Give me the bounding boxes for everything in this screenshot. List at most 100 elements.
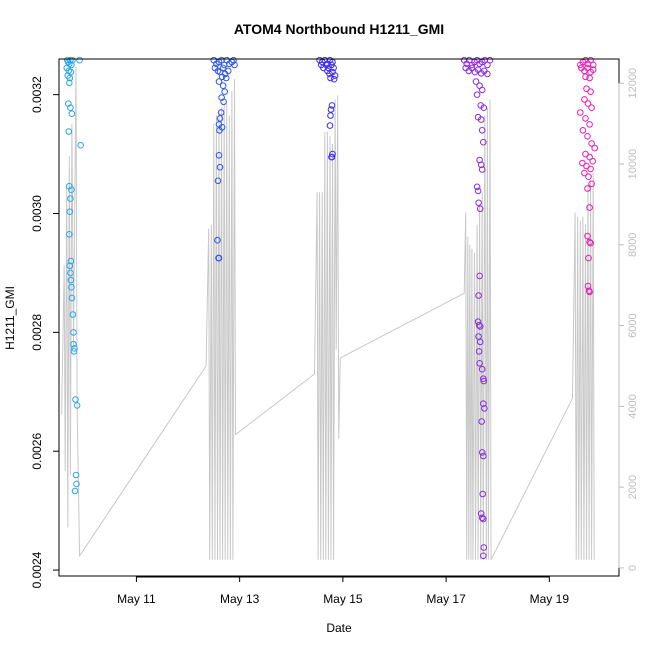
data-point-group-4: [480, 377, 488, 385]
altitude-line: [61, 67, 595, 561]
data-point-group-2: [222, 74, 230, 82]
x-tick-label: May 19: [530, 592, 570, 606]
data-point-group-5: [585, 173, 592, 180]
y-tick-label: 0.0026: [30, 433, 44, 470]
data-point-group-1: [70, 329, 77, 336]
data-point-group-5: [591, 144, 599, 152]
data-point-group-4: [477, 116, 485, 123]
data-point-group-1: [71, 345, 78, 352]
data-point-group-4: [476, 205, 484, 213]
data-point-group-5: [589, 61, 597, 69]
data-point-group-2: [231, 61, 238, 69]
y-axis-left: 0.0024 0.0026 0.0028 0.0030 0.0032: [30, 76, 60, 588]
data-point-group-4: [475, 292, 482, 299]
data-point-group-1: [66, 262, 74, 270]
data-point-group-1: [72, 471, 80, 479]
y-axis-right: 0 2000 4000 6000 8000 10000 12000: [618, 68, 639, 571]
data-point-group-4: [478, 514, 486, 522]
y-tick-label: 0.0030: [30, 195, 44, 232]
data-point-group-4: [475, 321, 483, 329]
data-point-group-1: [69, 56, 76, 64]
data-point-group-5: [579, 127, 587, 134]
data-point-group-2: [216, 163, 224, 171]
data-point-group-4: [478, 418, 486, 425]
data-point-group-4: [480, 138, 487, 146]
y2-tick-label: 12000: [627, 68, 639, 99]
y2-tick-label: 8000: [627, 233, 639, 257]
data-point-group-1: [68, 283, 75, 291]
data-point-group-4: [478, 86, 486, 94]
data-point-group-1: [66, 231, 73, 238]
data-point-group-3: [328, 153, 336, 161]
data-point-group-4: [480, 552, 487, 560]
x-axis: May 11 May 13 May 15 May 17 May 19: [117, 576, 569, 606]
data-point-group-5: [587, 165, 594, 173]
x-axis-label: Date: [326, 621, 352, 635]
data-point-group-4: [476, 338, 484, 346]
data-point-group-4: [476, 323, 484, 330]
data-point-group-5: [581, 96, 588, 103]
data-point-group-1: [70, 340, 77, 348]
y-tick-label: 0.0032: [30, 76, 44, 113]
data-point-group-5: [586, 121, 593, 128]
data-point-group-5: [582, 115, 589, 122]
data-point-group-4: [468, 64, 476, 72]
data-point-group-4: [477, 161, 485, 169]
data-point-group-3: [330, 75, 338, 83]
data-point-group-2: [225, 67, 232, 75]
data-point-group-5: [584, 133, 591, 140]
data-point-group-1: [66, 208, 74, 215]
data-point-group-4: [480, 104, 488, 111]
data-point-group-1: [66, 74, 74, 82]
data-point-group-1: [67, 195, 74, 202]
data-point-group-5: [584, 232, 591, 240]
data-point-group-2: [230, 56, 237, 64]
data-point-group-5: [586, 288, 593, 296]
data-point-group-1: [73, 402, 81, 409]
data-point-group-1: [67, 104, 74, 111]
data-point-group-1: [76, 56, 83, 64]
data-point-group-1: [66, 182, 73, 190]
data-point-group-2: [215, 78, 223, 85]
data-point-group-1: [67, 257, 75, 265]
data-point-group-1: [69, 311, 77, 318]
data-point-group-5: [584, 282, 592, 290]
data-point-group-1: [68, 186, 75, 193]
data-point-group-5: [587, 239, 594, 247]
data-point-group-2: [216, 127, 223, 134]
data-point-group-1: [68, 110, 76, 117]
data-point-group-3: [326, 122, 334, 129]
data-point-group-5: [586, 204, 593, 211]
data-point-group-2: [214, 236, 221, 244]
data-point-group-2: [215, 254, 223, 262]
y2-tick-label: 6000: [627, 313, 639, 337]
data-point-group-2: [216, 115, 224, 122]
data-point-group-5: [585, 254, 592, 262]
data-point-group-5: [577, 109, 584, 116]
data-point-group-5: [588, 140, 595, 147]
data-point-group-1: [67, 269, 74, 277]
data-point-group-4: [475, 348, 483, 355]
data-point-group-5: [589, 157, 597, 165]
x-tick-label: May 15: [323, 592, 363, 606]
altitude-line-layer: [61, 67, 595, 561]
data-point-group-4: [478, 166, 486, 173]
x-tick-label: May 13: [220, 592, 260, 606]
data-point-group-4: [475, 199, 482, 207]
data-point-group-5: [588, 180, 595, 188]
data-point-group-5: [589, 66, 597, 73]
x-tick-label: May 17: [426, 592, 466, 606]
y2-tick-label: 4000: [627, 394, 639, 418]
data-point-group-1: [72, 396, 79, 403]
data-point-group-4: [480, 452, 487, 460]
data-point-group-5: [586, 238, 593, 246]
y2-tick-label: 2000: [627, 475, 639, 499]
data-point-group-5: [581, 169, 588, 177]
data-point-group-2: [215, 152, 223, 159]
data-point-group-4: [474, 187, 482, 195]
data-point-group-3: [328, 102, 336, 109]
data-point-group-4: [481, 405, 488, 412]
data-point-group-4: [472, 78, 480, 85]
data-point-group-4: [476, 272, 483, 280]
data-point-group-4: [478, 127, 486, 134]
